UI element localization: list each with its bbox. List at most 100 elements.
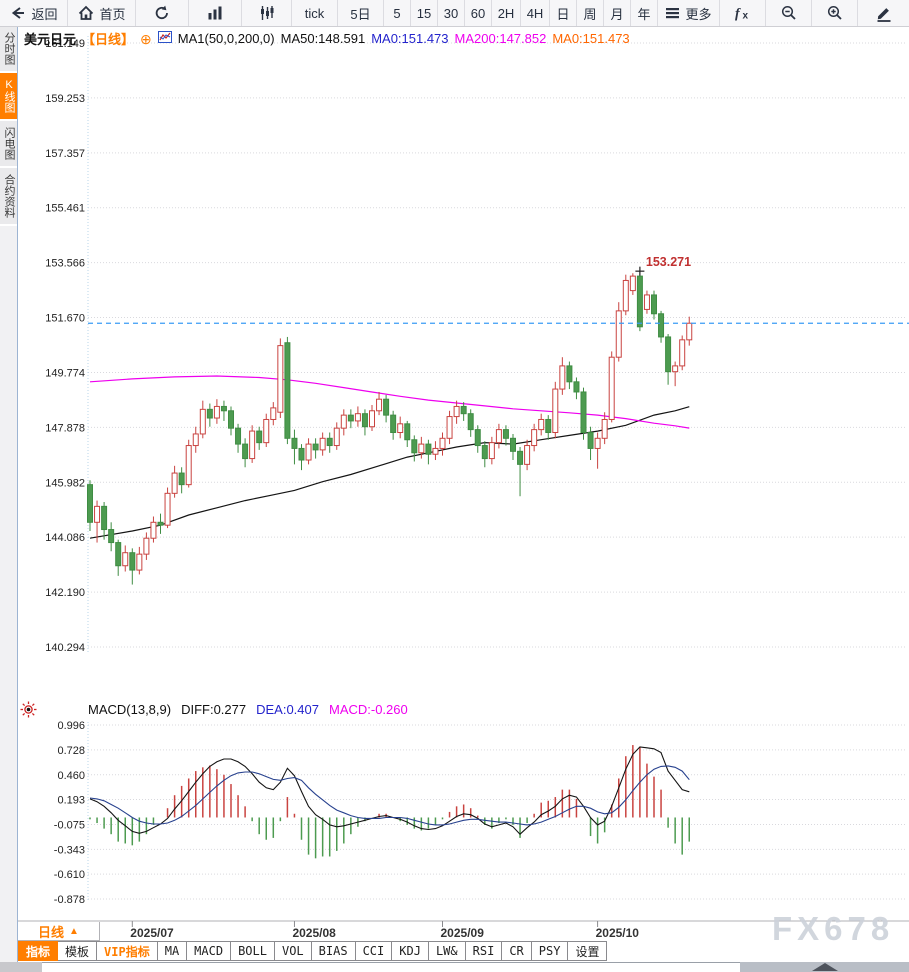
toolbar-4h-button[interactable]: 4H <box>521 0 550 26</box>
indicator-tab-VOL[interactable]: VOL <box>274 941 312 961</box>
toolbar-label: 2H <box>497 5 515 21</box>
candle-body <box>573 381 580 393</box>
sidebar-tab-2[interactable]: 闪电图 <box>0 121 17 168</box>
indicator-tab-RSI[interactable]: RSI <box>465 941 503 961</box>
price-axis-label: 144.086 <box>45 532 85 544</box>
indicator-settings-icon[interactable] <box>20 701 37 723</box>
toolbar-label: 首页 <box>99 6 126 22</box>
indicator-tab-CCI[interactable]: CCI <box>355 941 393 961</box>
candle-body <box>326 437 333 447</box>
candle-body <box>256 430 263 444</box>
zoom-out-icon <box>780 4 798 22</box>
toolbar-more-button[interactable]: 更多 <box>658 0 720 26</box>
sidebar-tab-1[interactable]: K线图 <box>0 73 17 121</box>
back-arrow-icon <box>9 4 27 22</box>
candle-body <box>397 423 404 434</box>
candle-body <box>171 472 178 494</box>
toolbar-draw[interactable] <box>858 0 909 26</box>
indicator-tab-MA[interactable]: MA <box>157 941 188 961</box>
toolbar-refresh[interactable] <box>136 0 189 26</box>
toolbar-zoom-out[interactable] <box>766 0 812 26</box>
toolbar-candle-chart[interactable] <box>242 0 292 26</box>
refresh-icon <box>153 4 171 22</box>
indicator-tab-MACD[interactable]: MACD <box>187 941 232 961</box>
indicator-tabbar: 指标 模板 VIP指标 MA MACD BOLL VOL BIAS CCI KDJ LW& RSI CR… <box>18 941 608 961</box>
toolbar-day-button[interactable]: 日 <box>550 0 577 26</box>
indicator-tab-LW&[interactable]: LW& <box>428 941 466 961</box>
toolbar-zoom-in[interactable] <box>812 0 858 26</box>
high-price-annotation: 153.271 <box>646 255 691 269</box>
candle-body <box>298 447 305 461</box>
candle-body <box>502 429 509 439</box>
candle-body <box>157 521 164 526</box>
candle-body <box>658 313 665 338</box>
candle-body <box>143 537 150 555</box>
scrollbar-track[interactable] <box>42 962 740 972</box>
period-selector[interactable]: 日线 ▲ <box>18 922 100 941</box>
toolbar-week-button[interactable]: 周 <box>577 0 604 26</box>
candle-body <box>446 416 453 439</box>
candle-chart-icon <box>258 4 276 22</box>
indicator-tab-KDJ[interactable]: KDJ <box>392 941 429 961</box>
indicator-tab-PSY[interactable]: PSY <box>531 941 569 961</box>
chart-canvas[interactable]: 161.149 159.253 157.357 155.461 153.566 151.6… <box>18 26 909 940</box>
indicator-tab-VIP指标[interactable]: VIP指标 <box>97 941 158 961</box>
macd-axis-label: 0.460 <box>57 770 85 782</box>
toolbar-15m-button[interactable]: 15 <box>411 0 438 26</box>
ma0-orange-value: MA0:151.473 <box>552 31 630 46</box>
candle-body <box>622 279 629 312</box>
toolbar-30m-button[interactable]: 30 <box>438 0 465 26</box>
candle-body <box>108 529 115 544</box>
toolbar-tick-button[interactable]: tick <box>292 0 338 26</box>
toolbar-bar-chart[interactable] <box>189 0 242 26</box>
candle-body <box>453 405 460 418</box>
indicator-tab-CR[interactable]: CR <box>502 941 532 961</box>
macd-dea-value: DEA:0.407 <box>256 702 319 717</box>
toolbar-5d-button[interactable]: 5日 <box>338 0 384 26</box>
toolbar-home-button[interactable]: 首页 <box>68 0 136 26</box>
top-toolbar: 返回 首页 tick 5日 5 15 30 60 2H 4H 日周月年 更多 f x <box>0 0 909 27</box>
candle-body <box>333 427 340 447</box>
sidebar-tab-3[interactable]: 合约资料 <box>0 168 17 226</box>
candle-body <box>559 365 566 390</box>
candle-body <box>129 552 136 571</box>
candle-body <box>115 542 122 567</box>
candle-body <box>291 437 298 449</box>
macd-title: MACD(13,8,9) <box>88 702 172 717</box>
indicator-tab-BOLL[interactable]: BOLL <box>231 941 275 961</box>
toolbar-60m-button[interactable]: 60 <box>465 0 492 26</box>
indicator-tab-模板[interactable]: 模板 <box>58 941 98 961</box>
toolbar-month-button[interactable]: 月 <box>604 0 631 26</box>
price-axis-label: 159.253 <box>45 93 85 105</box>
candle-body <box>319 437 326 451</box>
candle-body <box>432 447 439 455</box>
candle-body <box>136 553 143 571</box>
toolbar-year-button[interactable]: 年 <box>631 0 658 26</box>
home-icon <box>77 4 95 22</box>
indicator-tab-设置[interactable]: 设置 <box>568 941 608 961</box>
candle-body <box>439 437 446 449</box>
toolbar-label: 月 <box>610 6 624 22</box>
indicator-tab-指标[interactable]: 指标 <box>18 941 59 961</box>
toolbar-5m-button[interactable]: 5 <box>384 0 411 26</box>
indicator-tab-BIAS[interactable]: BIAS <box>311 941 356 961</box>
candle-body <box>601 418 608 439</box>
candle-body <box>213 405 220 419</box>
toolbar-label: 周 <box>583 6 597 22</box>
candle-body <box>242 443 249 460</box>
candle-body <box>228 410 234 429</box>
toolbar-back-button[interactable]: 返回 <box>0 0 68 26</box>
scrollbar-arrow-icon[interactable] <box>812 963 838 971</box>
macd-diff-value: DIFF:0.277 <box>181 702 247 717</box>
ma-chart-icon[interactable] <box>157 31 172 46</box>
candle-body <box>277 345 284 413</box>
sidebar-tab-0[interactable]: 分时图 <box>0 26 17 73</box>
toolbar-2h-button[interactable]: 2H <box>492 0 521 26</box>
add-overlay-icon[interactable]: ⊕ <box>140 30 152 47</box>
candle-body <box>340 414 347 429</box>
macd-axis-label: -0.075 <box>54 819 85 831</box>
scrollbar-left-block <box>0 962 42 972</box>
scrollbar-thumb[interactable] <box>740 962 909 972</box>
